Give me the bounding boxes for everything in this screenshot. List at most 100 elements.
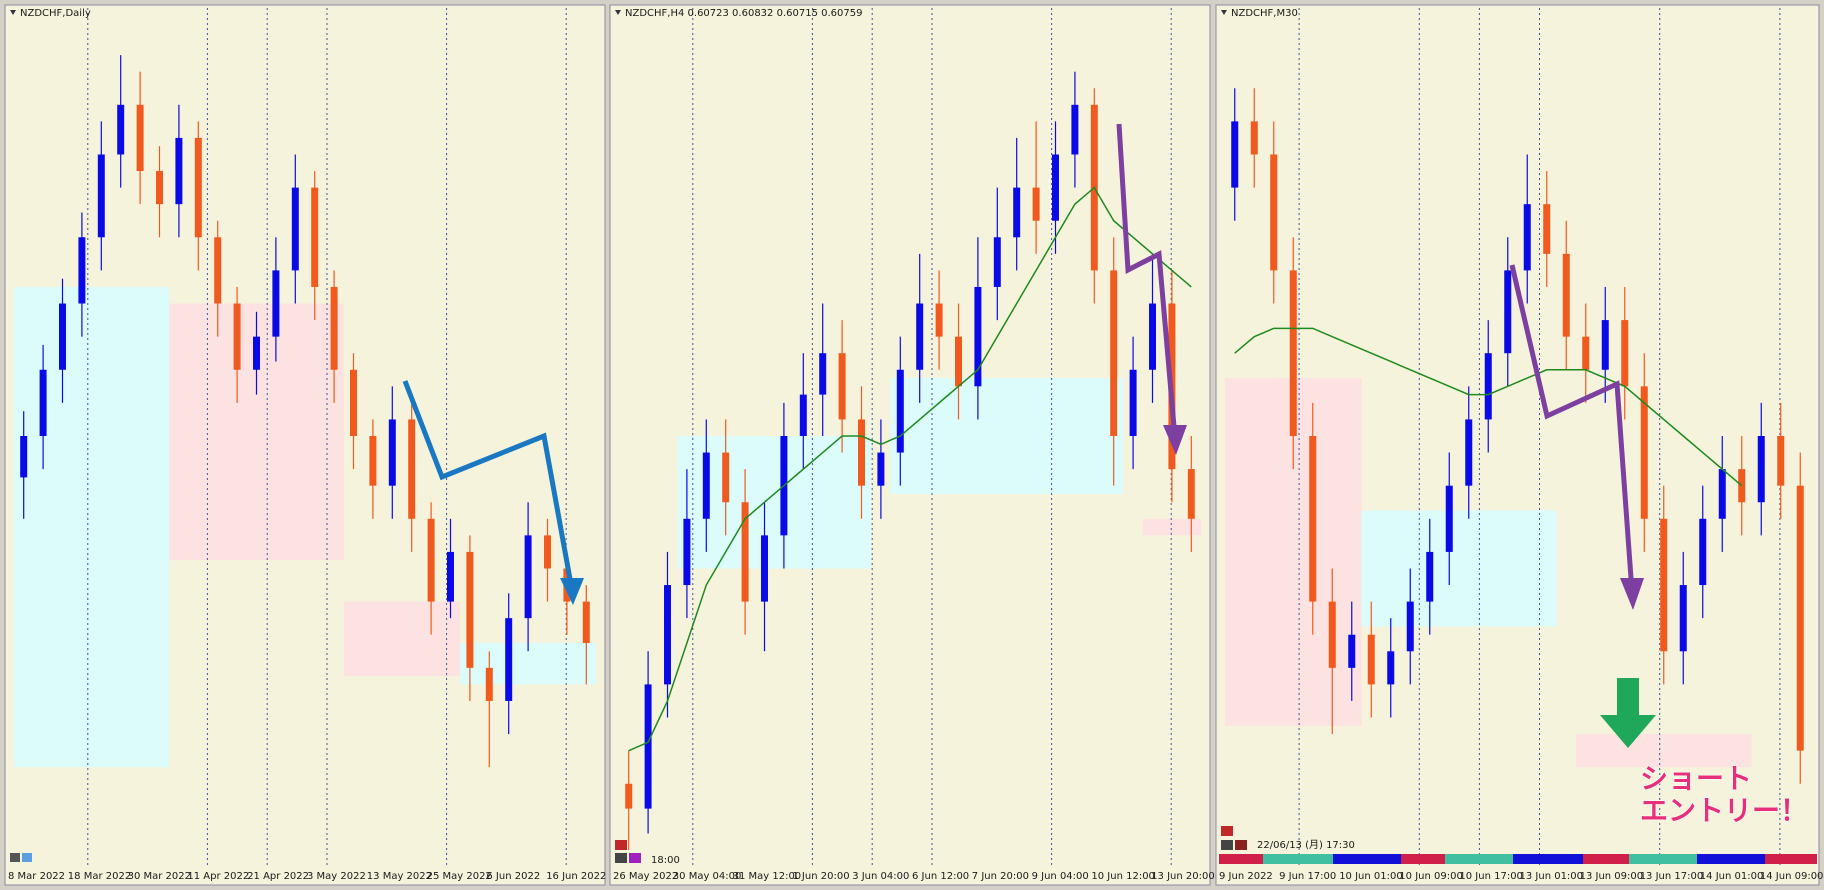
- x-tick-label: 13 Jun 17:00: [1640, 871, 1704, 882]
- candle-body: [78, 237, 86, 304]
- bar-segment: [1219, 854, 1263, 864]
- title-icon: [1221, 10, 1227, 15]
- candle-body: [214, 237, 222, 304]
- x-tick-label: 26 May 2022: [613, 871, 678, 882]
- candle-body: [427, 518, 435, 602]
- candle-body: [388, 419, 396, 486]
- candle-body: [175, 137, 183, 205]
- candle-body: [272, 270, 280, 337]
- x-tick-label: 18 Mar 2022: [68, 871, 131, 882]
- entry-arrow-shaft: [1617, 678, 1639, 716]
- candle-body: [877, 452, 885, 486]
- candle-body: [350, 369, 357, 436]
- title-icon: [10, 10, 16, 15]
- x-tick-label: 10 Jun 09:00: [1399, 871, 1463, 882]
- x-tick-label: 10 Jun 17:00: [1459, 871, 1523, 882]
- candle-body: [1777, 436, 1785, 486]
- candle-body: [1543, 204, 1551, 254]
- candle-body: [311, 187, 319, 287]
- candle-body: [1679, 585, 1687, 652]
- candle-body: [59, 303, 66, 370]
- candle-body: [117, 104, 125, 155]
- x-tick-label: 9 Jun 2022: [1219, 871, 1273, 882]
- toolbar-icon[interactable]: [1221, 826, 1233, 836]
- overlay: NZDCHF,Daily NZDCHF,H4 0.60723 0.60832 0.…: [10, 8, 1817, 866]
- x-tick-label: 8 Mar 2022: [8, 871, 65, 882]
- candle-body: [799, 394, 807, 436]
- callout-text: エントリー！: [1640, 794, 1808, 827]
- candle-body: [1387, 651, 1395, 685]
- toolbar-icon[interactable]: [1235, 840, 1247, 850]
- candle-body: [761, 535, 768, 602]
- candle-body: [1426, 551, 1434, 602]
- candle-body: [741, 502, 749, 602]
- candle-body: [1071, 104, 1079, 155]
- candle-body: [702, 452, 710, 519]
- x-tick-label: 3 Jun 04:00: [852, 871, 909, 882]
- x-tick-label: 9 Jun 17:00: [1279, 871, 1336, 882]
- x-tick-label: 10 Jun 01:00: [1339, 871, 1403, 882]
- x-tick-label: 13 Jun 01:00: [1520, 871, 1584, 882]
- toolbar-icon[interactable]: [1221, 840, 1233, 850]
- toolbar-icon[interactable]: [615, 840, 627, 850]
- candle-body: [194, 137, 202, 238]
- x-tick-label: 6 Jun 2022: [486, 871, 540, 882]
- candle-body: [524, 535, 532, 619]
- x-tick-label: 10 Jun 12:00: [1091, 871, 1155, 882]
- candle-body: [935, 303, 943, 337]
- candle-body: [1504, 270, 1512, 354]
- toolbar-icon[interactable]: [629, 853, 641, 863]
- x-tick-label: 13 May 2022: [367, 871, 432, 882]
- candle-body: [253, 336, 260, 370]
- zone: [1576, 734, 1752, 768]
- x-tick-label: 9 Jun 04:00: [1032, 871, 1089, 882]
- bar-segment: [1583, 854, 1629, 864]
- bar-segment: [1401, 854, 1445, 864]
- candle-body: [233, 303, 241, 370]
- candle-body: [1110, 270, 1118, 436]
- bar-segment: [1765, 854, 1817, 864]
- candle-body: [955, 336, 962, 387]
- x-tick-label: 16 Jun 2022: [546, 871, 606, 882]
- x-tick-label: 11 Apr 2022: [187, 871, 249, 882]
- x-tick-label: 21 Apr 2022: [247, 871, 309, 882]
- candle-body: [1465, 419, 1473, 486]
- candle-body: [97, 154, 105, 238]
- status-label: 18:00: [651, 855, 680, 866]
- candle-body: [1032, 187, 1040, 221]
- chart-title: NZDCHF,M30: [1231, 8, 1298, 19]
- toolbar-icon[interactable]: [615, 853, 627, 863]
- candle-body: [156, 171, 163, 205]
- title-icon: [615, 10, 621, 15]
- chart-title: NZDCHF,Daily: [20, 8, 91, 19]
- toolbar-icon[interactable]: [10, 853, 20, 862]
- candle-body: [1289, 270, 1297, 436]
- candle-body: [330, 286, 338, 370]
- candle-body: [408, 419, 416, 519]
- candle-body: [1796, 485, 1804, 751]
- candle-body: [1445, 485, 1453, 552]
- candle-body: [291, 187, 299, 271]
- candle-body: [20, 436, 28, 478]
- candle-body: [916, 303, 924, 370]
- x-tick-label: 6 Jun 12:00: [912, 871, 969, 882]
- toolbar-icon[interactable]: [22, 853, 32, 862]
- candle-body: [39, 369, 47, 436]
- x-tick-label: 14 Jun 01:00: [1700, 871, 1764, 882]
- candle-body: [1052, 154, 1059, 221]
- candle-body: [1660, 518, 1668, 652]
- x-tick-label: 1 Jun 20:00: [792, 871, 849, 882]
- candle-body: [1699, 518, 1707, 586]
- arrow-head: [1620, 578, 1644, 610]
- candle-body: [625, 783, 633, 809]
- candle-body: [683, 518, 691, 586]
- arrow-head: [1163, 425, 1187, 455]
- candle-body: [1640, 386, 1648, 519]
- x-tick-label: 31 May 12:00: [733, 871, 802, 882]
- candle-body: [1406, 601, 1414, 652]
- candle-body: [466, 551, 474, 668]
- candle-body: [664, 585, 671, 685]
